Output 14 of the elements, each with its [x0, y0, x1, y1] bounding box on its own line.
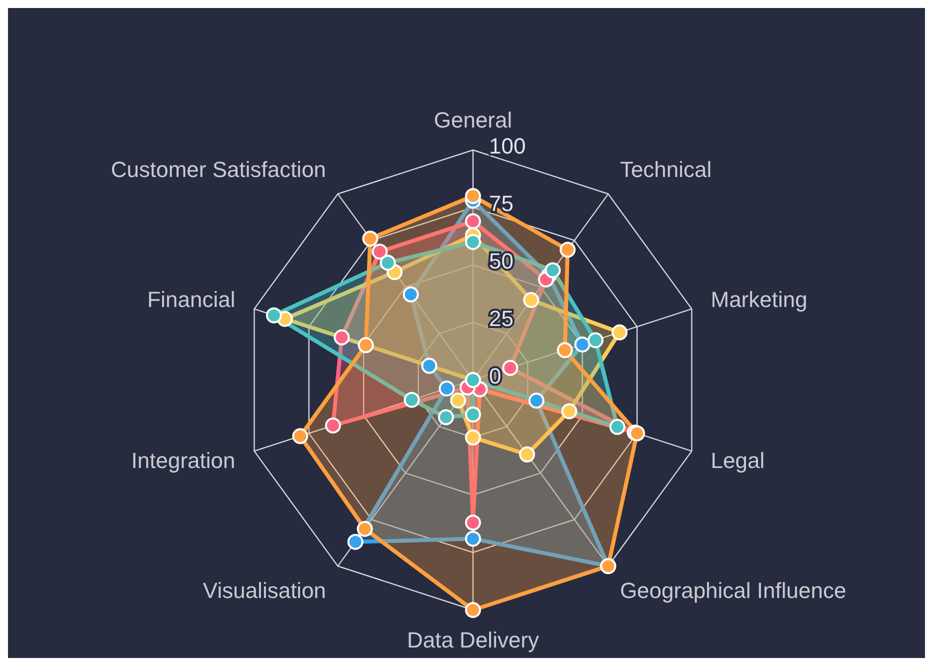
y-tick-label: 100 — [489, 134, 526, 158]
spoke-label: Visualisation — [202, 578, 326, 603]
y-tick-label: 0 — [489, 364, 502, 388]
spoke-label: Data Delivery — [406, 628, 540, 652]
spoke-label: Financial — [147, 287, 236, 312]
spoke-label: Technical — [620, 157, 712, 182]
spoke-label: Marketing — [710, 287, 808, 312]
spoke-label: Customer Satisfaction — [110, 157, 326, 182]
spoke-label: Geographical Influence — [620, 578, 846, 603]
spoke-label: General — [434, 108, 512, 132]
spoke-label: Legal — [710, 448, 765, 473]
y-tick-label: 25 — [489, 306, 514, 331]
y-tick-label: 75 — [489, 191, 514, 216]
spoke-label: Integration — [131, 448, 236, 473]
